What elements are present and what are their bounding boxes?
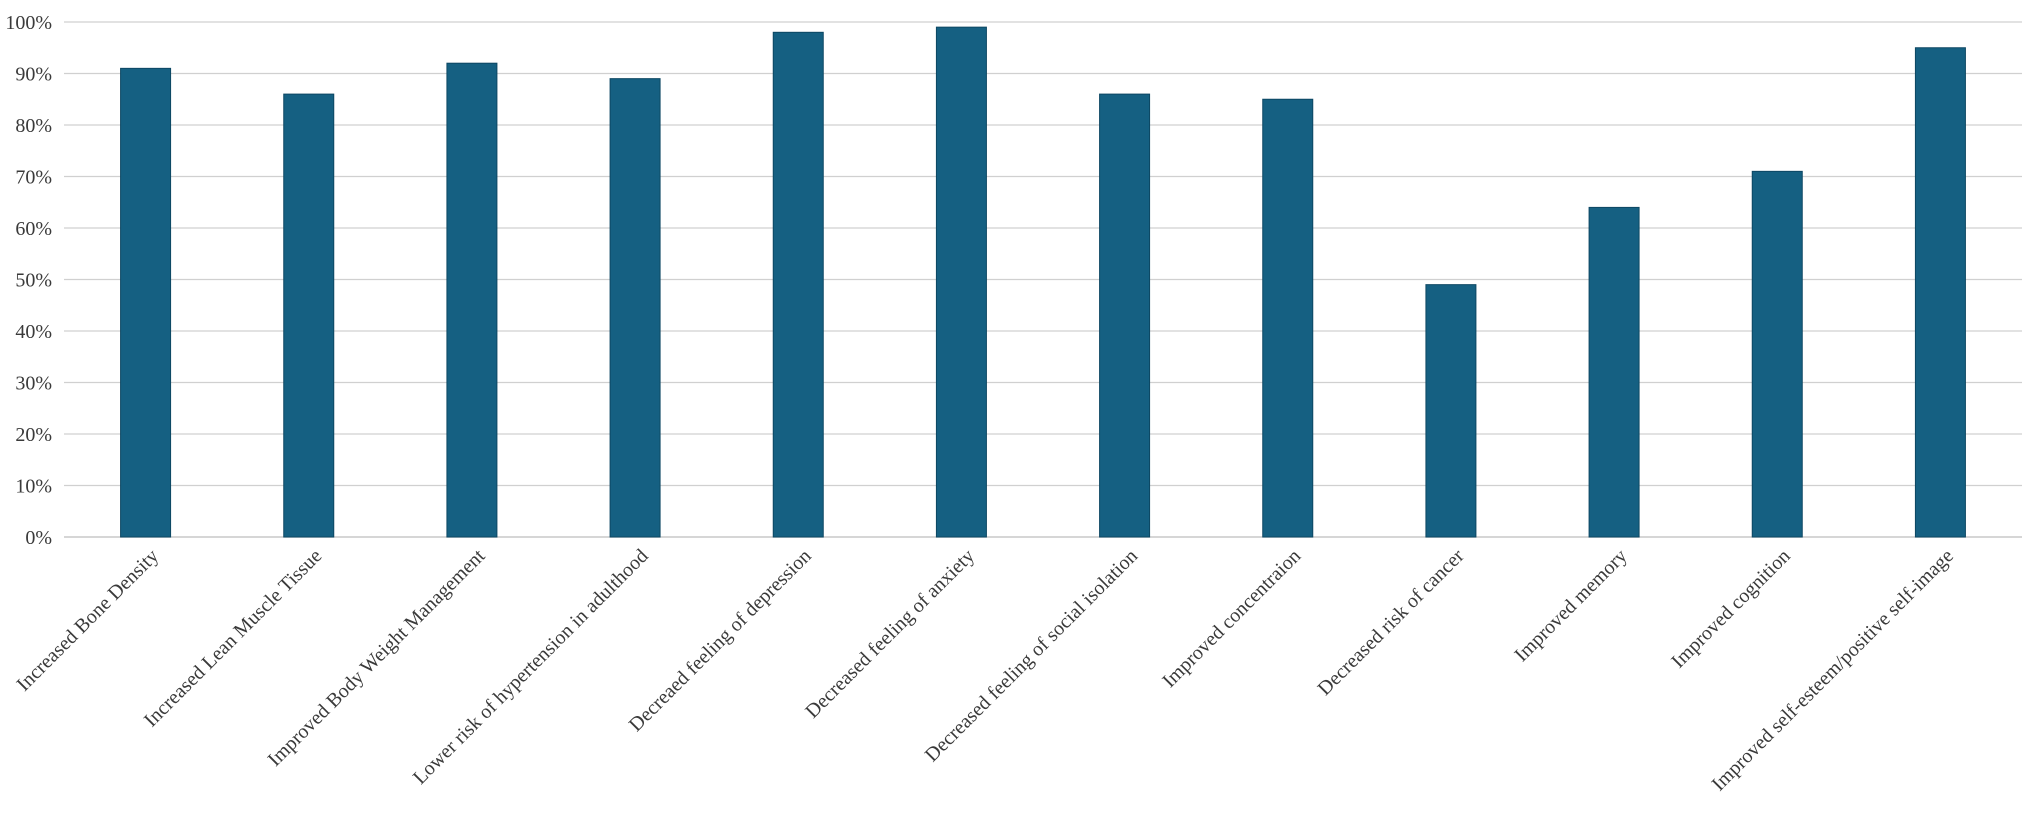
bar-4	[609, 78, 661, 538]
y-tick-label: 10%	[15, 476, 52, 498]
x-category-label: Increased Bone Density	[12, 545, 163, 696]
y-tick-label: 20%	[15, 424, 52, 446]
y-tick-label: 80%	[15, 115, 52, 137]
bar-7	[1099, 93, 1151, 538]
bar-11	[1751, 170, 1803, 538]
x-category-label: Increased Lean Muscle Tissue	[140, 545, 326, 731]
y-axis-ticks: 0% 10% 20% 30% 40% 50% 60% 70% 80% 90% 100%	[5, 12, 52, 549]
x-category-label: Decreaed feeling of depression	[625, 545, 816, 736]
y-tick-label: 50%	[15, 270, 52, 292]
bar-6	[935, 26, 987, 538]
bar-10	[1588, 206, 1640, 538]
bar-3	[446, 62, 498, 538]
y-tick-label: 60%	[15, 218, 52, 240]
bar-5	[772, 31, 824, 538]
bar-2	[283, 93, 335, 538]
bar-1	[120, 67, 172, 538]
y-tick-label: 100%	[5, 12, 52, 34]
x-category-label: Improved memory	[1510, 545, 1631, 666]
y-tick-label: 70%	[15, 167, 52, 189]
x-category-label: Decreased feeling of anxiety	[801, 545, 979, 723]
y-tick-label: 0%	[25, 527, 52, 549]
bar-9	[1425, 284, 1477, 538]
bar-12	[1914, 47, 1966, 538]
y-tick-label: 40%	[15, 321, 52, 343]
bar-8	[1262, 98, 1314, 538]
gridlines	[64, 21, 2022, 538]
y-tick-label: 30%	[15, 373, 52, 395]
y-tick-label: 90%	[15, 64, 52, 86]
x-category-label: Improved concentraion	[1158, 545, 1305, 692]
x-category-label: Decreased risk of cancer	[1314, 545, 1469, 700]
bars	[120, 26, 1966, 538]
x-category-label: Improved cognition	[1667, 545, 1795, 673]
